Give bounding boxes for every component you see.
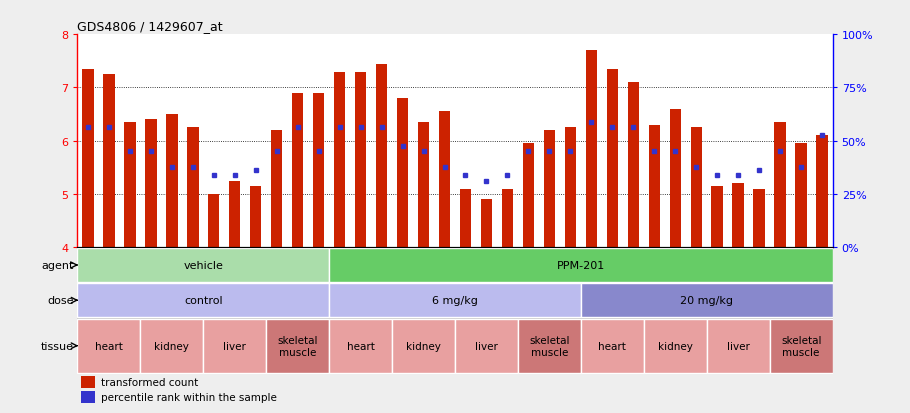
Bar — [712, 187, 723, 248]
Bar — [816, 136, 828, 248]
Bar — [77, 249, 329, 282]
Text: heart: heart — [599, 341, 626, 351]
Bar — [392, 319, 455, 373]
Bar — [439, 112, 450, 248]
Bar — [607, 70, 618, 248]
Text: tissue: tissue — [41, 341, 74, 351]
Bar — [649, 126, 660, 248]
Bar — [418, 123, 430, 248]
Text: percentile rank within the sample: percentile rank within the sample — [101, 392, 277, 402]
Text: 6 mg/kg: 6 mg/kg — [432, 295, 478, 306]
Bar — [271, 131, 282, 248]
Text: heart: heart — [95, 341, 123, 351]
Bar — [644, 319, 707, 373]
Text: liver: liver — [223, 341, 246, 351]
Bar — [460, 189, 471, 248]
Bar — [670, 109, 681, 248]
Text: transformed count: transformed count — [101, 377, 198, 387]
Text: dose: dose — [47, 295, 74, 306]
Bar — [124, 123, 136, 248]
Bar — [267, 319, 329, 373]
Bar — [455, 319, 518, 373]
Bar — [77, 319, 140, 373]
Text: 20 mg/kg: 20 mg/kg — [681, 295, 733, 306]
Bar — [208, 195, 219, 248]
Bar — [140, 319, 203, 373]
Bar — [522, 144, 534, 248]
Bar — [628, 83, 639, 248]
Bar — [543, 131, 555, 248]
Bar — [313, 94, 324, 248]
Text: kidney: kidney — [155, 341, 189, 351]
Bar — [203, 319, 267, 373]
Bar — [166, 115, 177, 248]
Bar — [581, 284, 833, 317]
Bar — [753, 189, 765, 248]
Bar — [334, 72, 346, 248]
Bar — [81, 376, 95, 388]
Bar — [376, 64, 388, 248]
Bar — [145, 120, 157, 248]
Bar — [501, 189, 513, 248]
Bar — [329, 249, 833, 282]
Bar — [707, 319, 770, 373]
Bar — [564, 128, 576, 248]
Text: kidney: kidney — [406, 341, 441, 351]
Bar — [397, 99, 409, 248]
Bar — [770, 319, 833, 373]
Text: skeletal
muscle: skeletal muscle — [529, 335, 570, 357]
Bar — [82, 70, 94, 248]
Bar — [81, 392, 95, 403]
Text: agent: agent — [41, 260, 74, 271]
Text: GDS4806 / 1429607_at: GDS4806 / 1429607_at — [77, 20, 223, 33]
Bar — [329, 319, 392, 373]
Bar — [250, 187, 261, 248]
Bar — [77, 284, 329, 317]
Text: liver: liver — [475, 341, 498, 351]
Bar — [586, 51, 597, 248]
Text: skeletal
muscle: skeletal muscle — [278, 335, 318, 357]
Bar — [292, 94, 303, 248]
Bar — [480, 200, 492, 248]
Bar — [581, 319, 644, 373]
Bar — [329, 284, 581, 317]
Bar — [518, 319, 581, 373]
Bar — [774, 123, 786, 248]
Bar — [733, 184, 744, 248]
Text: skeletal
muscle: skeletal muscle — [781, 335, 822, 357]
Bar — [355, 72, 367, 248]
Text: vehicle: vehicle — [183, 260, 223, 271]
Text: liver: liver — [727, 341, 750, 351]
Bar — [229, 181, 240, 248]
Bar — [691, 128, 702, 248]
Bar — [103, 75, 115, 248]
Bar — [795, 144, 807, 248]
Text: heart: heart — [347, 341, 375, 351]
Bar — [187, 128, 198, 248]
Text: control: control — [184, 295, 223, 306]
Text: PPM-201: PPM-201 — [557, 260, 605, 271]
Text: kidney: kidney — [658, 341, 693, 351]
